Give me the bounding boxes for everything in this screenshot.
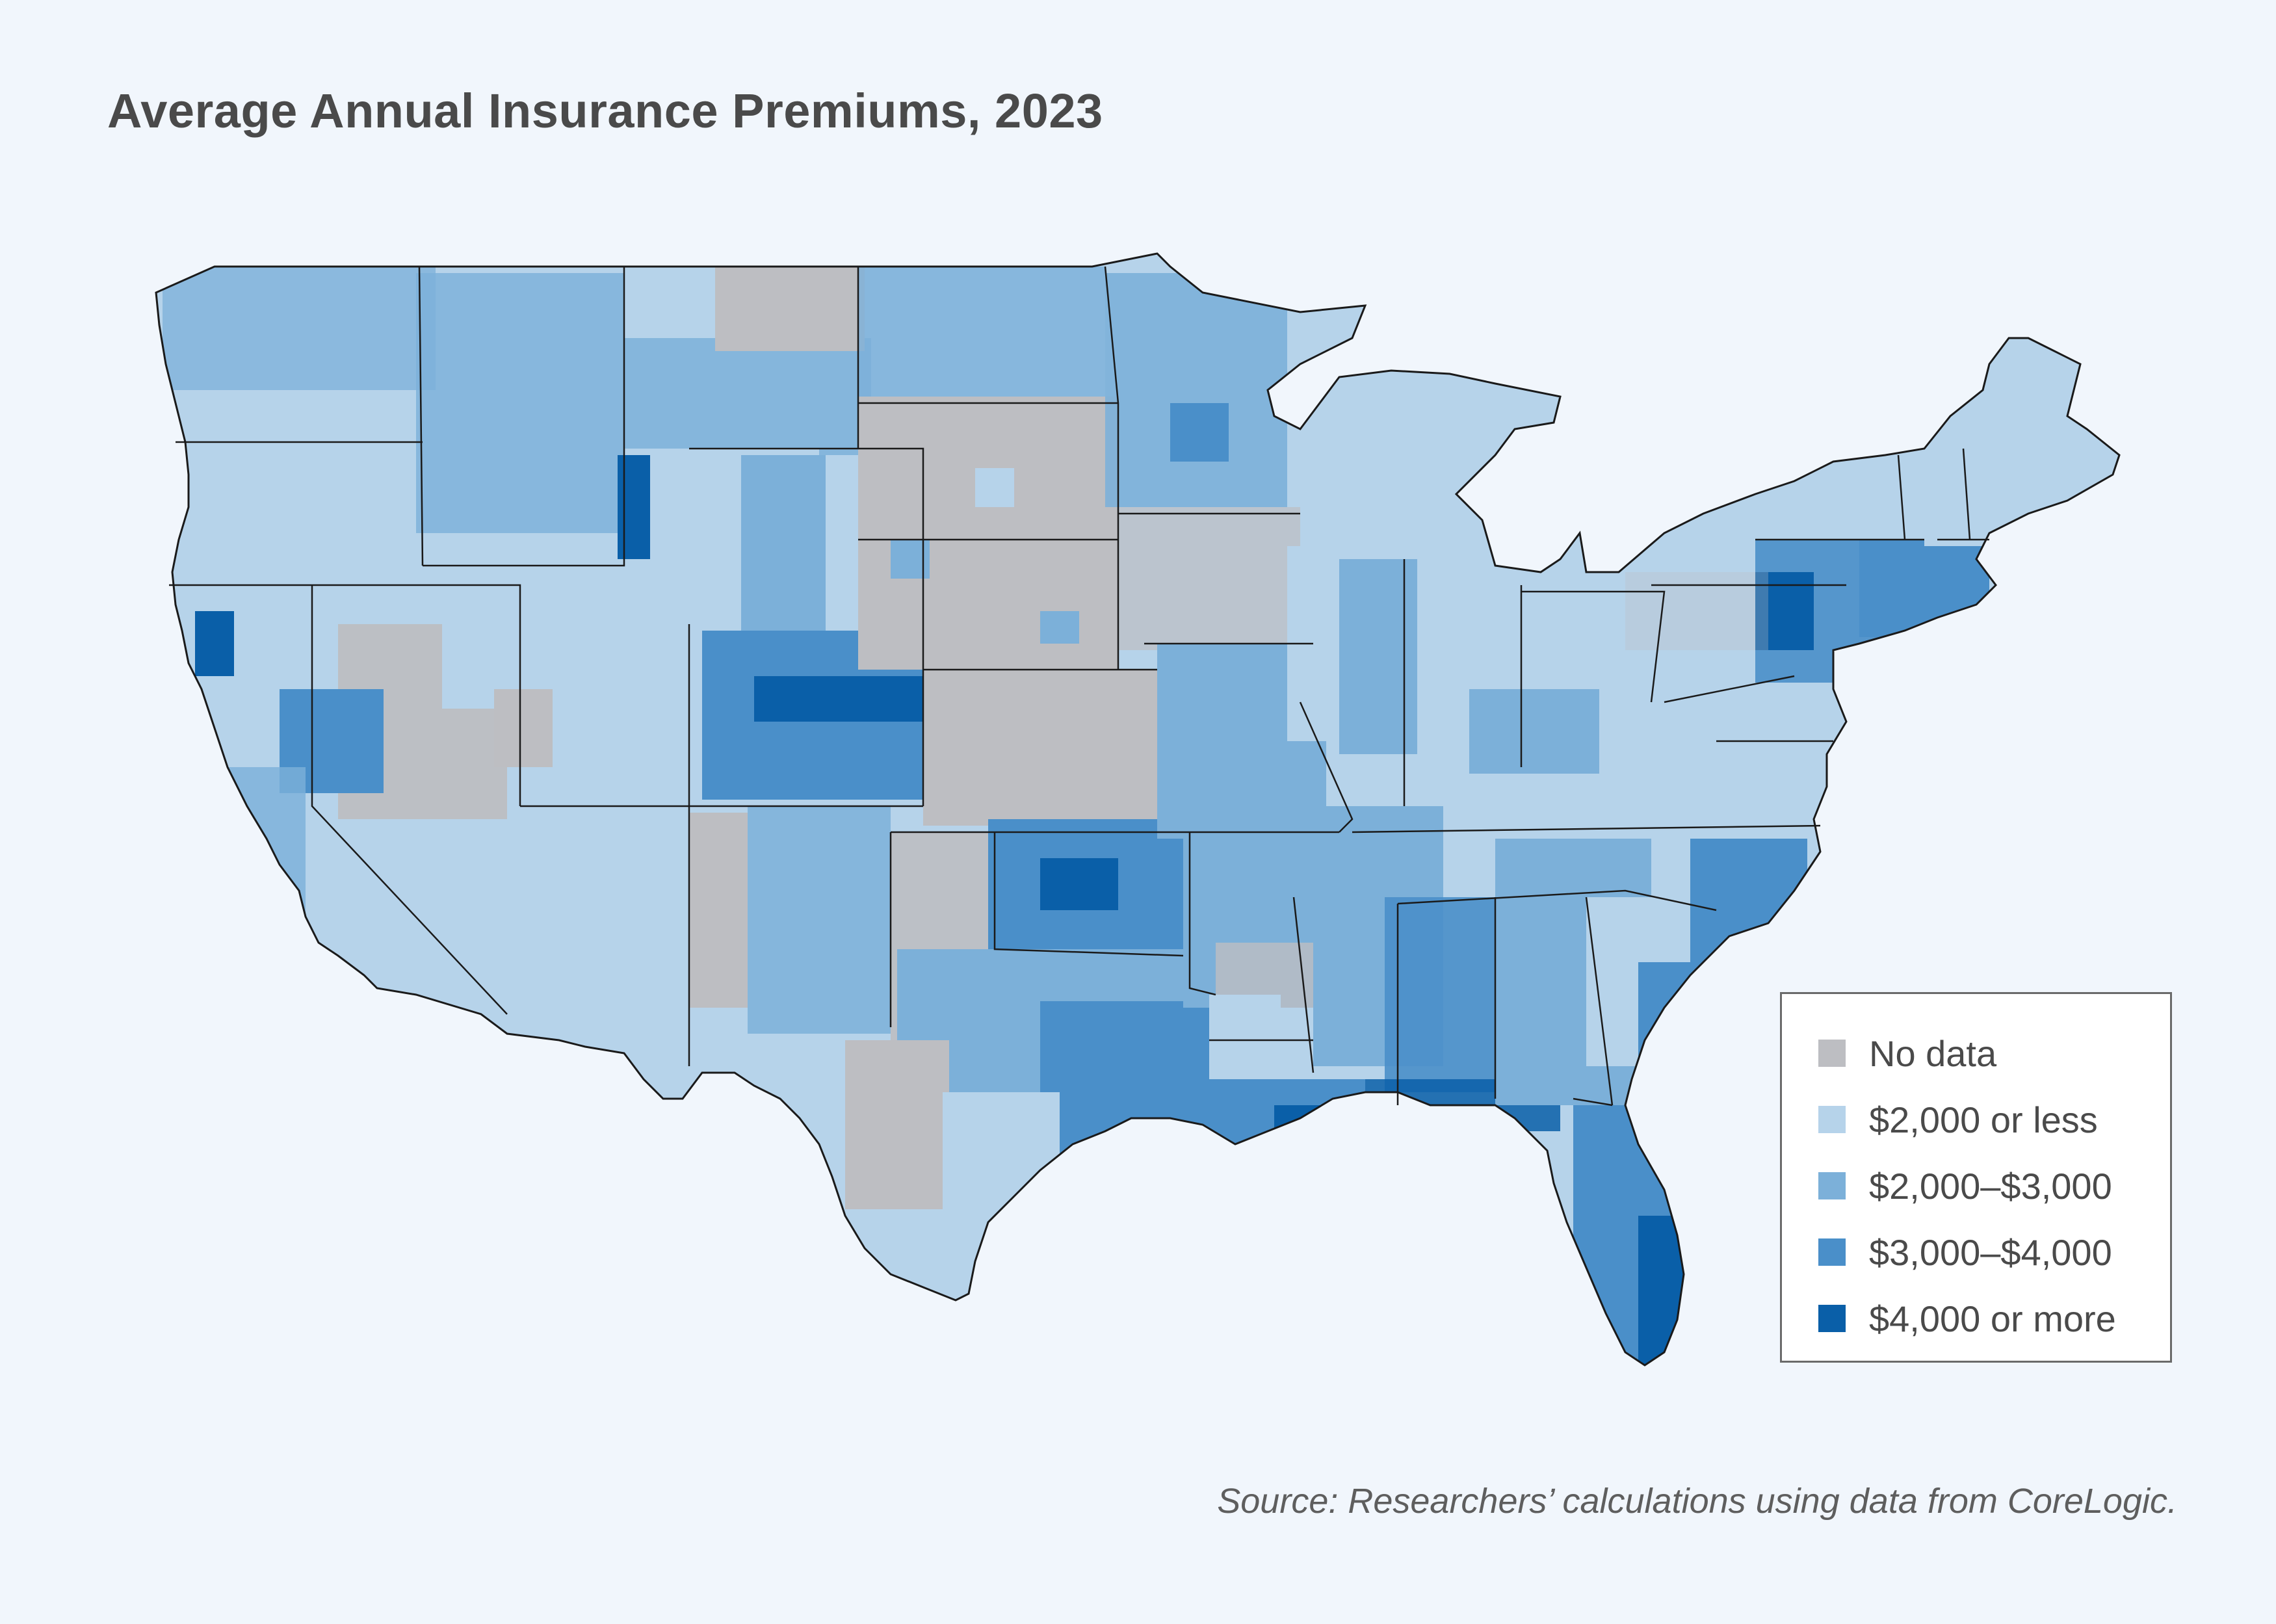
legend-label: $3,000–$4,000 [1869, 1231, 2112, 1273]
legend-item-tier1: $2,000 or less [1818, 1086, 2170, 1153]
legend-item-tier2: $2,000–$3,000 [1818, 1153, 2170, 1219]
legend: No data $2,000 or less $2,000–$3,000 $3,… [1780, 992, 2172, 1363]
legend-swatch [1818, 1106, 1846, 1133]
legend-swatch [1818, 1172, 1846, 1199]
legend-label: $2,000 or less [1869, 1099, 2098, 1140]
legend-item-tier3: $3,000–$4,000 [1818, 1219, 2170, 1285]
legend-label: $4,000 or more [1869, 1298, 2116, 1339]
legend-swatch [1818, 1305, 1846, 1332]
page-title: Average Annual Insurance Premiums, 2023 [107, 84, 1103, 138]
source-note: Source: Researchers’ calculations using … [1217, 1482, 2177, 1521]
legend-item-no-data: No data [1818, 1020, 2170, 1086]
legend-label: $2,000–$3,000 [1869, 1165, 2112, 1207]
legend-item-tier4: $4,000 or more [1818, 1285, 2170, 1352]
legend-swatch [1818, 1238, 1846, 1266]
legend-label: No data [1869, 1032, 1997, 1074]
state-borders [169, 266, 1989, 1107]
legend-swatch [1818, 1040, 1846, 1067]
